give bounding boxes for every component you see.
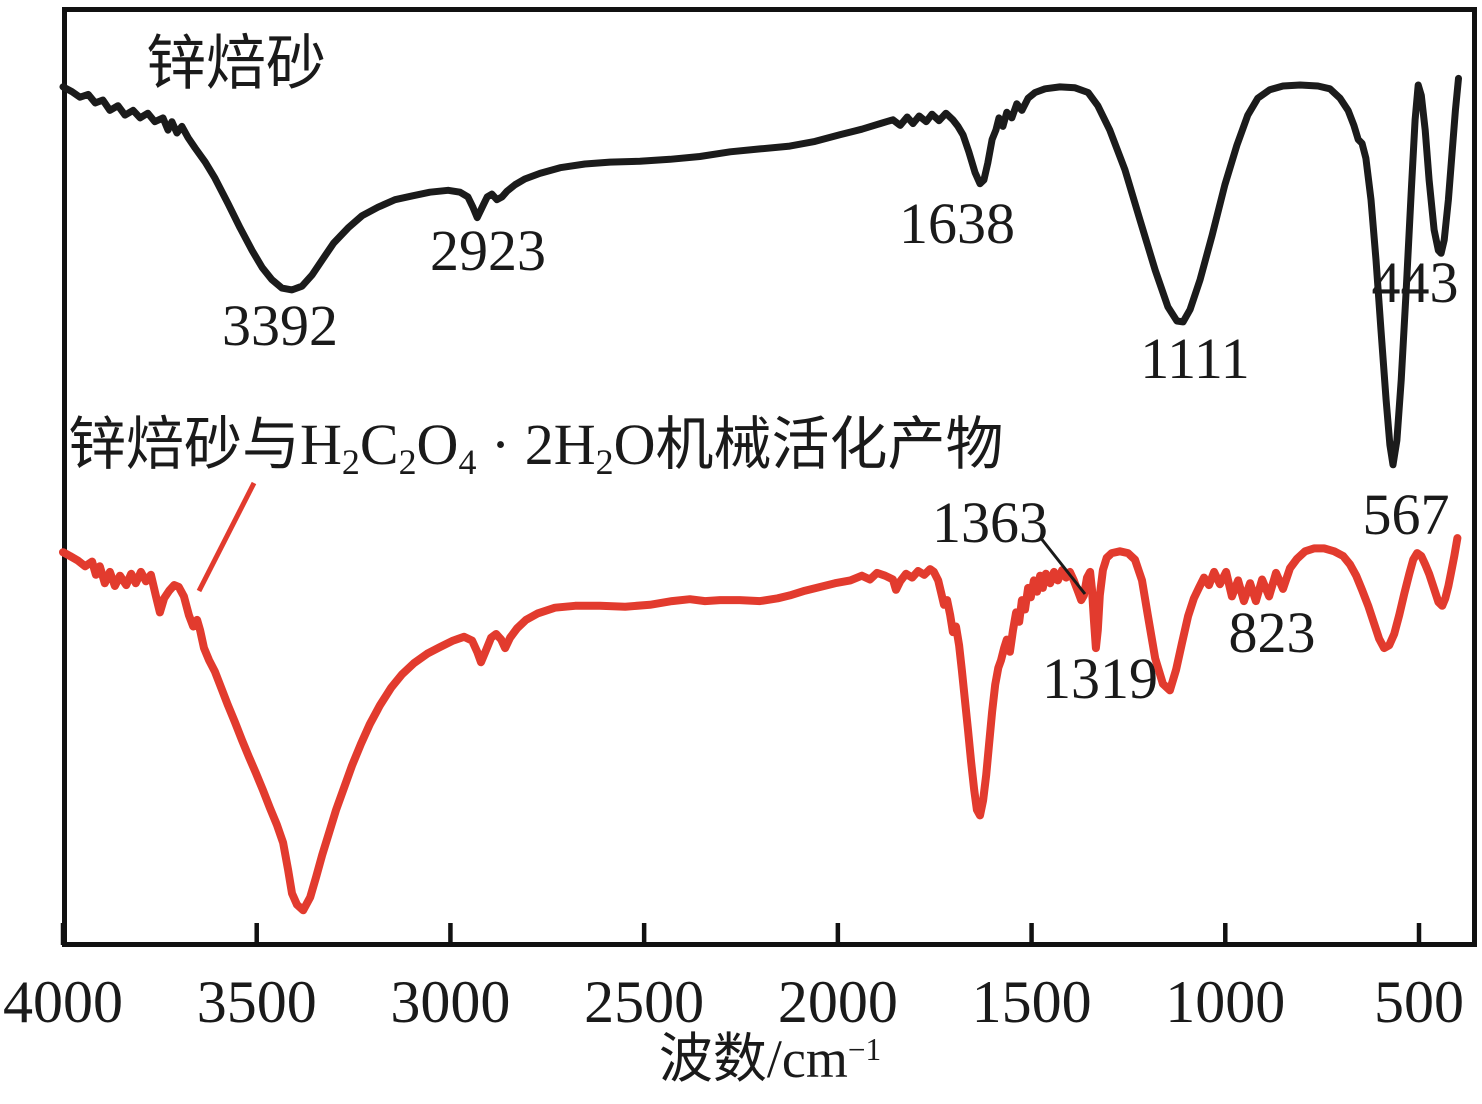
x-tick-label-3500: 3500 bbox=[196, 969, 317, 1035]
label-text: 锌焙砂与H bbox=[68, 412, 342, 477]
x-axis-title: 波数/cm−1 bbox=[570, 1032, 970, 1086]
subscript-text: 2 bbox=[341, 442, 360, 483]
peak-label-3392: 3392 bbox=[222, 293, 338, 358]
peak-label-443: 443 bbox=[1371, 250, 1459, 315]
spectrum-curve-activated-product bbox=[59, 534, 1462, 915]
series-label-zinc-calcine: 锌焙砂 bbox=[146, 31, 326, 97]
plot-border bbox=[62, 7, 1477, 947]
spectrum-curve-zinc-calcine bbox=[59, 74, 1462, 469]
leader-line-1 bbox=[1038, 536, 1087, 595]
subscript-text: 4 bbox=[458, 442, 477, 483]
subscript-text: 2 bbox=[398, 442, 417, 483]
x-tick-label-1000: 1000 bbox=[1165, 969, 1286, 1035]
peak-label-1638: 1638 bbox=[899, 191, 1015, 256]
label-text: O bbox=[416, 412, 459, 477]
peak-label-2923: 2923 bbox=[430, 218, 546, 283]
label-text: O机械活化产物 bbox=[613, 412, 1004, 477]
peak-label-1319: 1319 bbox=[1042, 646, 1158, 711]
subscript-text: 2 bbox=[595, 442, 614, 483]
peak-label-823: 823 bbox=[1228, 600, 1316, 665]
leader-line-0 bbox=[196, 481, 257, 593]
peak-label-1111: 1111 bbox=[1140, 326, 1250, 391]
label-text: · 2H bbox=[476, 412, 596, 477]
series-label-activated-product: 锌焙砂与H2C2O4 · 2H2O机械活化产物 bbox=[68, 416, 1004, 481]
label-text: C bbox=[359, 412, 399, 477]
x-tick-label-2500: 2500 bbox=[584, 969, 705, 1035]
x-tick-label-500: 500 bbox=[1374, 969, 1464, 1035]
peak-label-567: 567 bbox=[1362, 482, 1450, 547]
x-tick-label-3000: 3000 bbox=[390, 969, 511, 1035]
x-tick-label-2000: 2000 bbox=[777, 969, 898, 1035]
peak-label-1363: 1363 bbox=[932, 490, 1048, 555]
x-tick-label-4000: 4000 bbox=[3, 969, 123, 1035]
label-text: 波数/cm bbox=[658, 1029, 848, 1089]
superscript-text: −1 bbox=[847, 1031, 882, 1067]
x-tick-label-1500: 1500 bbox=[971, 969, 1092, 1035]
